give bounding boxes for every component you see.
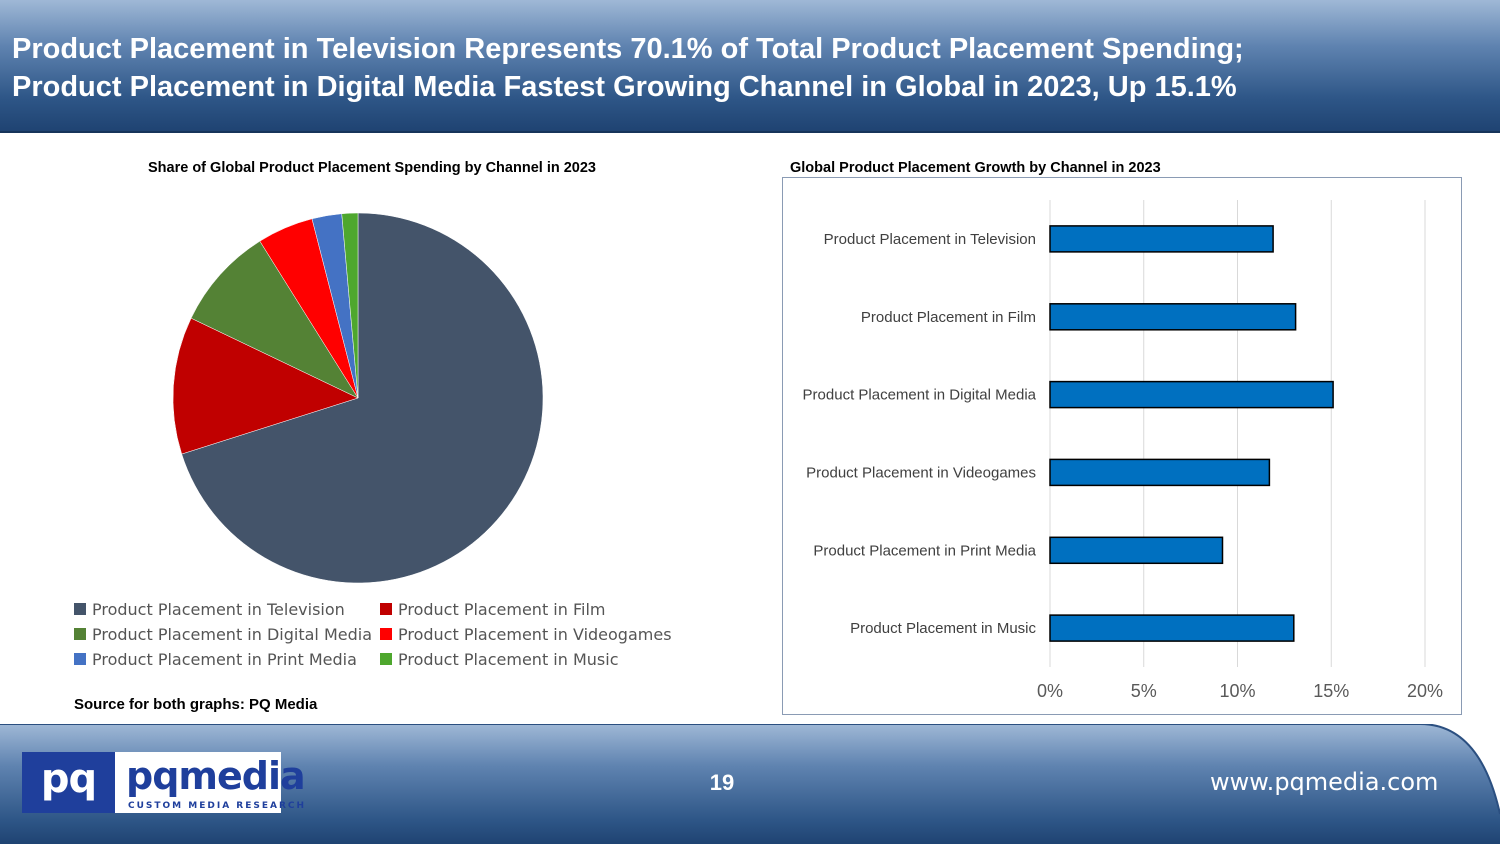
x-tick-label: 0% — [1037, 681, 1063, 701]
legend-label: Product Placement in Music — [398, 649, 619, 669]
legend-label: Product Placement in Print Media — [92, 649, 357, 669]
bar-film — [1049, 303, 1297, 331]
category-label-videogames: Product Placement in Videogames — [806, 464, 1036, 481]
legend-label: Product Placement in Television — [92, 599, 345, 619]
footer-background — [0, 724, 1500, 844]
pie-chart-legend: Product Placement in Television Product P… — [74, 598, 694, 670]
website-link[interactable]: www.pqmedia.com — [1210, 768, 1439, 796]
legend-item-film: Product Placement in Film — [380, 598, 680, 620]
logo-name: pqmedia — [126, 754, 306, 798]
page-title-line-2: Product Placement in Digital Media Faste… — [12, 71, 1237, 103]
logo-tagline: CUSTOM MEDIA RESEARCH — [128, 801, 307, 811]
bar-digital-media — [1049, 380, 1334, 409]
x-tick-label: 5% — [1131, 681, 1157, 701]
legend-swatch — [74, 653, 86, 665]
bar-videogames — [1049, 458, 1271, 487]
legend-item-print-media: Product Placement in Print Media — [74, 648, 380, 670]
x-tick-label: 10% — [1219, 681, 1255, 701]
x-tick-label: 20% — [1407, 681, 1443, 701]
page-title: Product Placement in Television Represen… — [12, 30, 1482, 106]
category-label-television: Product Placement in Television — [824, 231, 1036, 248]
legend-label: Product Placement in Digital Media — [92, 624, 373, 644]
pie-chart-title: Share of Global Product Placement Spendi… — [148, 160, 596, 176]
pie-slice-digital-media — [190, 240, 359, 399]
bar-chart-frame — [782, 177, 1462, 715]
bar-print-media — [1049, 536, 1224, 565]
category-label-digital-media: Product Placement in Digital Media — [803, 387, 1037, 404]
legend-item-television: Product Placement in Television — [74, 598, 380, 620]
legend-item-videogames: Product Placement in Videogames — [380, 623, 680, 645]
legend-swatch — [380, 628, 392, 640]
x-tick-label: 15% — [1313, 681, 1349, 701]
bar-chart: Product Placement in Television Product P… — [803, 200, 1443, 701]
legend-swatch — [74, 603, 86, 615]
bar-chart-title: Global Product Placement Growth by Chann… — [790, 160, 1161, 176]
pie-slice-music — [341, 212, 359, 399]
legend-label: Product Placement in Film — [398, 599, 606, 619]
pqmedia-logo[interactable]: pq pqmedia CUSTOM MEDIA RESEARCH — [22, 752, 306, 813]
pie-slice-film — [172, 317, 359, 455]
bar-television — [1049, 225, 1274, 253]
legend-swatch — [380, 653, 392, 665]
legend-item-music: Product Placement in Music — [380, 648, 680, 670]
legend-item-digital-media: Product Placement in Digital Media — [74, 623, 380, 645]
source-note: Source for both graphs: PQ Media — [74, 696, 318, 713]
logo-mark: pq — [22, 752, 115, 813]
header-banner: Product Placement in Television Represen… — [0, 0, 1500, 133]
page-number: 19 — [709, 770, 735, 795]
legend-swatch — [380, 603, 392, 615]
bar-music — [1049, 614, 1295, 642]
pie-chart — [172, 212, 544, 584]
category-label-film: Product Placement in Film — [861, 309, 1036, 326]
category-label-print-media: Product Placement in Print Media — [813, 542, 1036, 559]
category-label-music: Product Placement in Music — [850, 620, 1036, 637]
page-title-line-1: Product Placement in Television Represen… — [12, 33, 1244, 65]
footer-banner — [0, 724, 1500, 844]
legend-swatch — [74, 628, 86, 640]
pie-slice-television — [181, 212, 544, 584]
legend-label: Product Placement in Videogames — [398, 624, 672, 644]
